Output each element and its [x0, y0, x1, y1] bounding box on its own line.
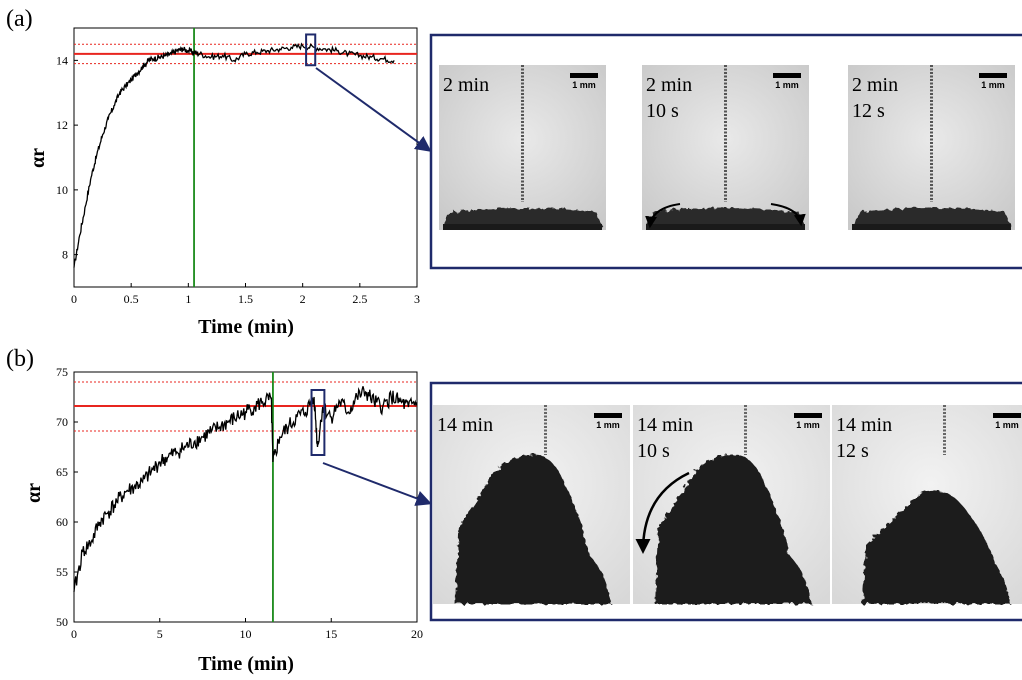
inset-a	[315, 33, 1022, 270]
inset-b-arrow-rotate	[635, 471, 690, 554]
chart-a-xtick-label: 1.5	[238, 292, 253, 306]
chart-b-xtick-label: 15	[325, 627, 337, 641]
chart-a-series-line	[73, 42, 395, 268]
inset-a-frame-time-label: 10 s	[646, 100, 679, 122]
chart-a-ytick-label: 10	[56, 183, 68, 197]
chart-a-xtick-label: 0	[71, 292, 77, 306]
inset-a-substrate	[443, 224, 602, 230]
chart-b-xtick-label: 0	[71, 627, 77, 641]
inset-a-frame-2: 2 min 12 s 1 mm	[848, 65, 1015, 230]
inset-a-deposit	[445, 208, 602, 226]
inset-b-scale-bar	[993, 413, 1021, 418]
chart-a-xtick-label: 2	[300, 292, 306, 306]
inset-b-frame-1: 14 min 10 s 1 mm	[633, 405, 830, 605]
chart-a: Time (min) αr 0 0.5 1 1.5 2 2.5 3 8 10 12 14	[27, 27, 420, 338]
chart-b-series-line	[73, 386, 418, 593]
chart-a-xtick-label: 0.5	[124, 292, 139, 306]
chart-b-ytick-label: 60	[56, 515, 68, 529]
inset-a-frame-time-label: 12 s	[852, 100, 885, 122]
inset-a-arrow-left	[645, 203, 681, 229]
chart-b-ytick-label: 70	[56, 415, 68, 429]
chart-a-xlabel: Time (min)	[198, 316, 294, 338]
chart-a-ytick-label: 12	[56, 118, 68, 132]
inset-a-arrow	[315, 67, 432, 152]
inset-b	[322, 381, 1022, 622]
chart-a-ylabel: αr	[27, 148, 49, 168]
chart-a-xtick-label: 1	[185, 292, 191, 306]
inset-b-deposit	[655, 454, 813, 605]
chart-b-xtick-label: 10	[240, 627, 252, 641]
inset-a-frame-time-label: 2 min	[646, 74, 692, 96]
chart-b-ytick-label: 55	[56, 565, 68, 579]
frames-a: 2 min 1 mm 2 min 10 s 1 mm 2 min 12 s 1 mm	[439, 65, 1015, 230]
inset-b-frame-time-label: 12 s	[836, 440, 869, 462]
inset-a-deposit	[648, 208, 805, 226]
inset-b-frame-time-label: 14 min	[637, 414, 693, 436]
chart-b-ylabel: αr	[23, 483, 45, 503]
inset-b-scale-label: 1 mm	[995, 420, 1019, 430]
inset-a-frame-time-label: 2 min	[443, 74, 489, 96]
inset-a-arrow-right	[770, 203, 806, 227]
chart-b-ytick-label: 75	[56, 365, 68, 379]
panel-a-label: (a)	[6, 6, 33, 32]
chart-b-ytick-label: 50	[56, 615, 68, 629]
inset-b-frame-0: 14 min 1 mm	[433, 405, 630, 605]
inset-a-frame-time-label: 2 min	[852, 74, 898, 96]
chart-b-plot-area	[73, 371, 418, 623]
inset-a-frame-0: 2 min 1 mm	[439, 65, 606, 230]
chart-a-xtick-label: 3	[414, 292, 420, 306]
inset-b-scale-label: 1 mm	[796, 420, 820, 430]
chart-b-xtick-label: 5	[157, 627, 163, 641]
inset-a-scale-label: 1 mm	[572, 80, 596, 90]
chart-b-ytick-label: 65	[56, 465, 68, 479]
chart-a-xtick-label: 2.5	[352, 292, 367, 306]
chart-a-plot-area	[73, 27, 418, 288]
inset-b-scale-bar	[794, 413, 822, 418]
chart-b-xlabel: Time (min)	[198, 653, 294, 675]
inset-b-frame-time-label: 14 min	[437, 414, 493, 436]
chart-b-xtick-label: 20	[411, 627, 423, 641]
inset-b-arrow	[322, 462, 432, 506]
inset-a-frame-1: 2 min 10 s 1 mm	[642, 65, 809, 230]
chart-b: Time (min) αr 0 5 10 15 20 50 55 60 65 70 75	[23, 365, 423, 675]
inset-b-deposit	[862, 490, 1012, 605]
chart-a-ytick-label: 14	[56, 53, 68, 67]
inset-b-frame-time-label: 10 s	[637, 440, 670, 462]
inset-a-substrate	[646, 224, 805, 230]
inset-a-scale-bar	[979, 73, 1007, 78]
chart-a-highlight-box	[305, 33, 317, 67]
frames-b: 14 min 1 mm 14 min 10 s 1 mm 14 min 12 s 1 mm	[433, 405, 1022, 605]
inset-b-scale-label: 1 mm	[596, 420, 620, 430]
inset-b-scale-bar	[594, 413, 622, 418]
chart-b-highlight-box	[310, 389, 326, 456]
chart-a-ytick-label: 8	[62, 248, 68, 262]
inset-a-scale-label: 1 mm	[775, 80, 799, 90]
inset-a-scale-bar	[570, 73, 598, 78]
inset-a-deposit	[854, 208, 1011, 226]
inset-a-scale-bar	[773, 73, 801, 78]
inset-a-substrate	[852, 224, 1011, 230]
panel-b-label: (b)	[6, 346, 34, 372]
inset-a-scale-label: 1 mm	[981, 80, 1005, 90]
inset-b-frame-2: 14 min 12 s 1 mm	[832, 405, 1022, 605]
inset-b-frame-time-label: 14 min	[836, 414, 892, 436]
inset-b-deposit	[455, 454, 613, 605]
